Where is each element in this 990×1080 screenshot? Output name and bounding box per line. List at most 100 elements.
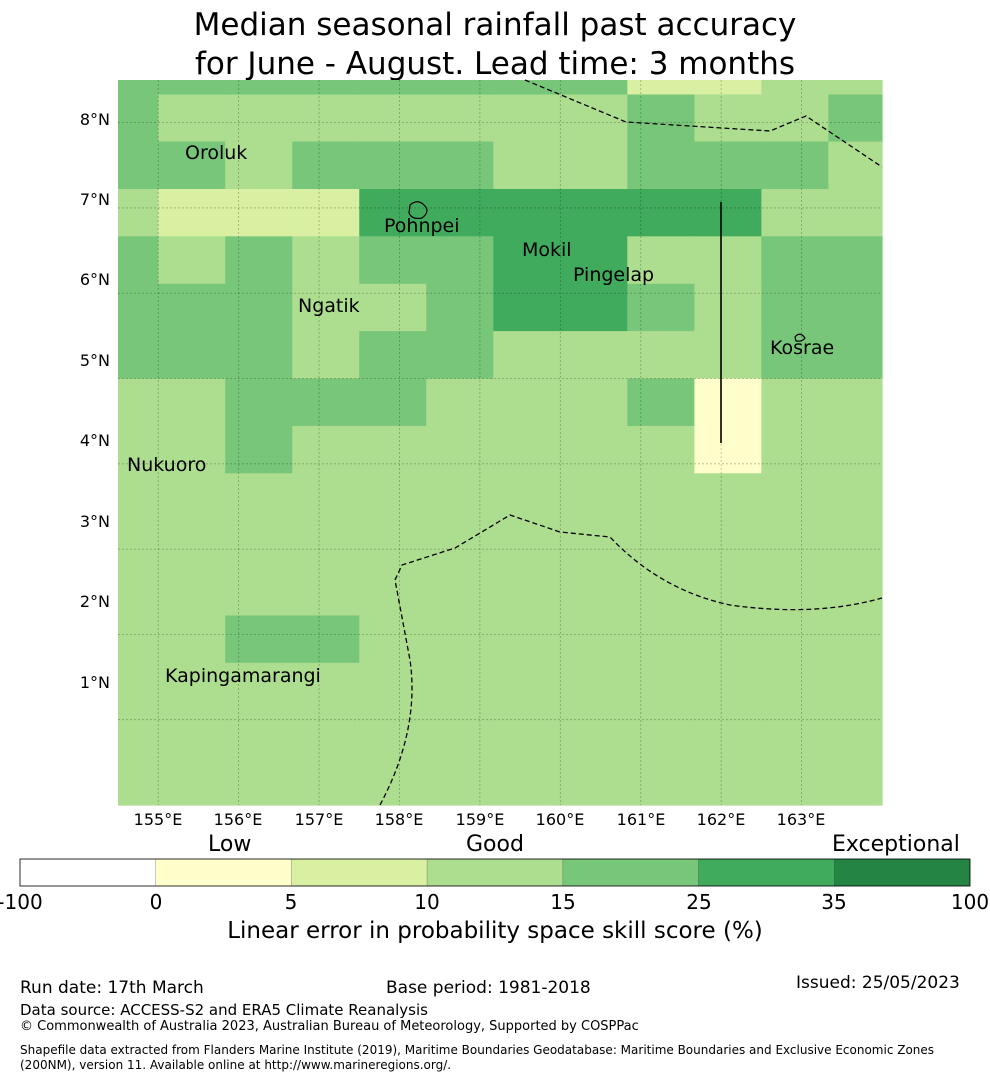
skill-cell (493, 520, 561, 569)
skill-cell (359, 757, 427, 806)
pohnpei-outline (408, 201, 428, 220)
colorbar-swatch (291, 858, 428, 887)
colorbar-frame (19, 858, 971, 887)
skill-cell (627, 425, 695, 474)
island-label-mokil: Mokil (522, 239, 572, 261)
skill-cell (158, 615, 226, 664)
data-source: Data source: ACCESS-S2 and ERA5 Climate … (20, 1001, 428, 1019)
skill-cell (828, 425, 883, 474)
eez-boundaries (379, 79, 883, 806)
colorbar-tier-exceptional: Exceptional (832, 832, 960, 857)
skill-cell (359, 189, 427, 237)
skill-cell (627, 757, 695, 806)
skill-cell (118, 425, 159, 474)
skill-cell (225, 378, 293, 427)
map-title-line-1: Median seasonal rainfall past accuracy (193, 7, 797, 43)
skill-cell (493, 615, 561, 664)
shapefile-credit: Shapefile data extracted from Flanders M… (20, 1043, 935, 1072)
skill-cell (158, 189, 226, 237)
skill-cell (627, 520, 695, 569)
skill-cell (359, 662, 427, 711)
skill-cell (761, 425, 829, 474)
skill-cell (292, 615, 360, 664)
skill-cell (828, 94, 883, 143)
skill-cell (118, 615, 159, 664)
skill-cell (627, 378, 695, 427)
skill-cell (694, 473, 762, 522)
skill-cell (118, 283, 159, 332)
skill-cell (426, 80, 494, 96)
skill-cell (560, 80, 628, 96)
island-label-pingelap: Pingelap (573, 264, 655, 286)
skill-cell (493, 331, 561, 380)
colorbar-tick: 0 (149, 890, 163, 914)
skill-cell (292, 662, 360, 711)
colorbar-tier-good: Good (466, 832, 524, 857)
skill-cell (292, 236, 360, 285)
skill-cell (292, 141, 360, 190)
skill-cell (828, 236, 883, 285)
lon-tick: 158°E (374, 810, 424, 829)
skill-cell (560, 236, 628, 285)
skill-cell (694, 710, 762, 759)
skill-cell (359, 378, 427, 427)
colorbar-swatch (833, 858, 971, 887)
skill-cell (292, 189, 360, 237)
skill-cell (627, 662, 695, 711)
skill-cell (118, 568, 159, 617)
skill-cell (225, 473, 293, 522)
skill-cell (118, 94, 159, 143)
skill-cell (828, 473, 883, 522)
skill-cell (225, 757, 293, 806)
skill-cell (118, 473, 159, 522)
skill-cell (828, 568, 883, 617)
colorbar-title: Linear error in probability space skill … (227, 918, 763, 944)
skill-cell (493, 378, 561, 427)
skill-cell (493, 425, 561, 474)
skill-cell (225, 662, 293, 711)
skill-cell (359, 425, 427, 474)
lon-tick: 160°E (535, 810, 585, 829)
eez-boundary-south (379, 514, 883, 806)
skill-cell (292, 425, 360, 474)
skill-cell (627, 568, 695, 617)
skill-cell (761, 473, 829, 522)
skill-cell (828, 283, 883, 332)
eez-boundary-north (524, 79, 883, 168)
island-label-ngatik: Ngatik (298, 295, 360, 317)
skill-cell (158, 473, 226, 522)
copyright-notice: © Commonwealth of Australia 2023, Austra… (20, 1019, 639, 1034)
skill-cell (828, 662, 883, 711)
skill-cell (627, 141, 695, 190)
skill-cell (560, 189, 628, 237)
skill-cell (627, 331, 695, 380)
skill-cell (694, 378, 762, 427)
lon-tick: 157°E (294, 810, 344, 829)
skill-cell (158, 94, 226, 143)
skill-cell (493, 757, 561, 806)
skill-cell (158, 520, 226, 569)
skill-cell (493, 710, 561, 759)
skill-cell (158, 662, 226, 711)
colorbar-swatch (155, 858, 292, 887)
skill-cell (426, 283, 494, 332)
skill-cell (359, 331, 427, 380)
skill-cell (426, 189, 494, 237)
lat-tick: 3°N (79, 512, 110, 531)
lat-tick: 4°N (79, 431, 110, 450)
colorbar-swatch (698, 858, 835, 887)
skill-cell (493, 94, 561, 143)
skill-cell (118, 80, 159, 96)
skill-cell (694, 189, 762, 237)
skill-cell (225, 615, 293, 664)
skill-cell (158, 236, 226, 285)
skill-cell (627, 615, 695, 664)
skill-cell (694, 757, 762, 806)
skill-cell (560, 331, 628, 380)
skill-cell (158, 425, 226, 474)
colorbar-tick: 10 (414, 890, 440, 914)
skill-cell (694, 520, 762, 569)
lat-tick: 5°N (79, 351, 110, 370)
skill-cell (225, 189, 293, 237)
